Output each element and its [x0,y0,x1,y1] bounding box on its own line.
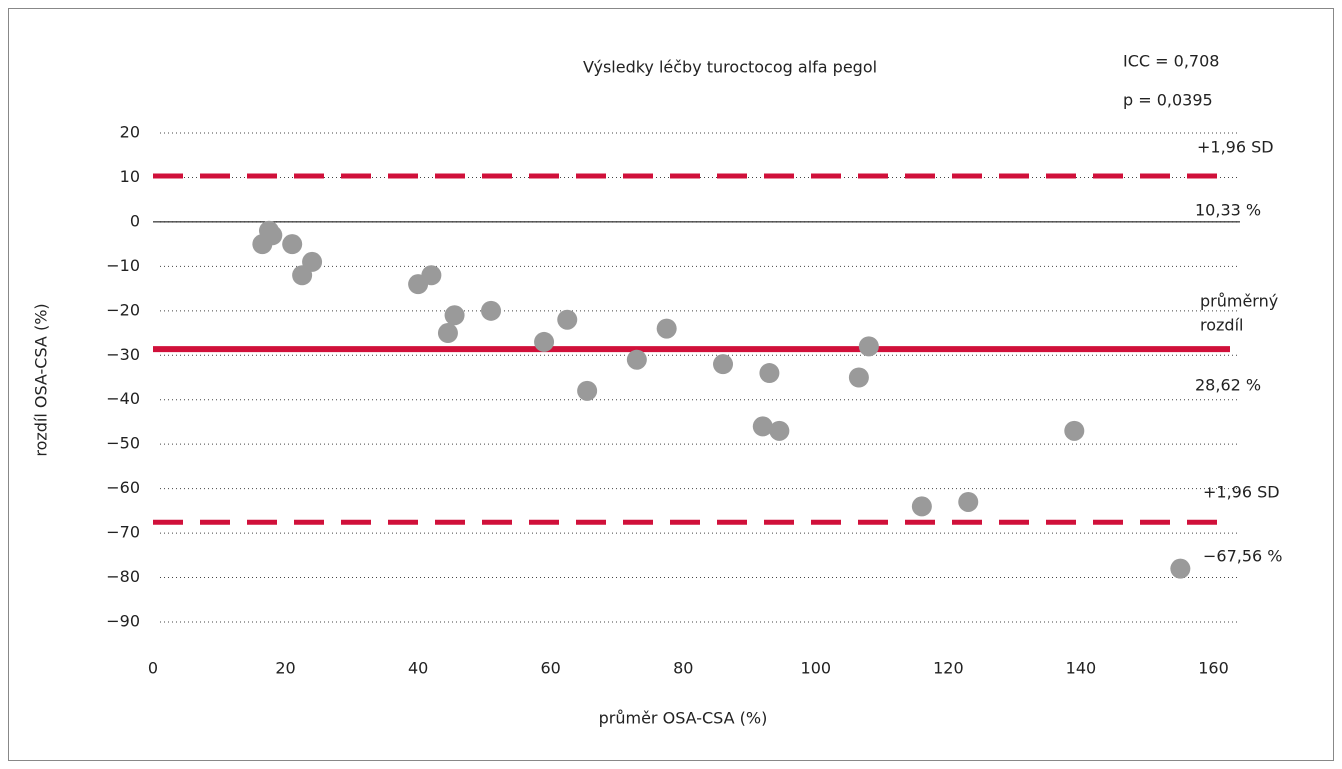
y-tick-label: 10 [120,167,140,186]
data-point [911,496,932,517]
data-point [958,491,979,512]
x-tick-label: 60 [541,659,561,678]
data-point [848,367,869,388]
annotation: 10,33 % [1195,201,1261,220]
x-tick-label: 140 [1066,659,1097,678]
y-axis-label: rozdíl OSA-CSA (%) [32,303,51,456]
y-tick-label: −60 [106,478,140,497]
y-tick-label: −90 [106,612,140,631]
y-tick-label: −80 [106,567,140,586]
x-tick-label: 0 [148,659,158,678]
stat-label: ICC = 0,708 [1123,52,1219,71]
y-tick-label: −40 [106,389,140,408]
data-point [1064,420,1085,441]
data-point [656,318,677,339]
data-point [858,336,879,357]
y-tick-label: 20 [120,123,140,142]
annotation: −67,56 % [1203,547,1283,566]
y-tick-label: 0 [130,211,140,230]
annotation: +1,96 SD [1197,138,1274,157]
x-axis-label: průměr OSA-CSA (%) [599,709,768,728]
x-tick-label: 160 [1198,659,1229,678]
y-tick-label: −10 [106,256,140,275]
annotation: 28,62 % [1195,376,1261,395]
x-tick-label: 20 [275,659,295,678]
data-point [534,331,555,352]
x-tick-label: 120 [933,659,964,678]
y-tick-label: −20 [106,300,140,319]
data-point [752,416,773,437]
y-tick-label: −70 [106,523,140,542]
annotation: rozdíl [1200,316,1243,335]
x-tick-label: 40 [408,659,428,678]
data-point [626,349,647,370]
data-point [759,363,780,384]
y-tick-label: −30 [106,345,140,364]
x-tick-label: 80 [673,659,693,678]
data-point [577,380,598,401]
data-point [713,354,734,375]
chart-title: Výsledky léčby turoctocog alfa pegol [583,58,877,77]
data-point [282,234,303,255]
x-tick-label: 100 [801,659,832,678]
data-point [421,265,442,286]
annotation: průměrný [1200,292,1278,311]
annotation: +1,96 SD [1203,483,1280,502]
data-point [557,309,578,330]
data-point [769,420,790,441]
data-point [1170,558,1191,579]
data-point [481,300,502,321]
data-point [302,251,323,272]
y-tick-label: −50 [106,434,140,453]
data-point [444,305,465,326]
stat-label: p = 0,0395 [1123,91,1213,110]
data-point [262,225,283,246]
data-point [437,323,458,344]
frame [8,8,1334,761]
